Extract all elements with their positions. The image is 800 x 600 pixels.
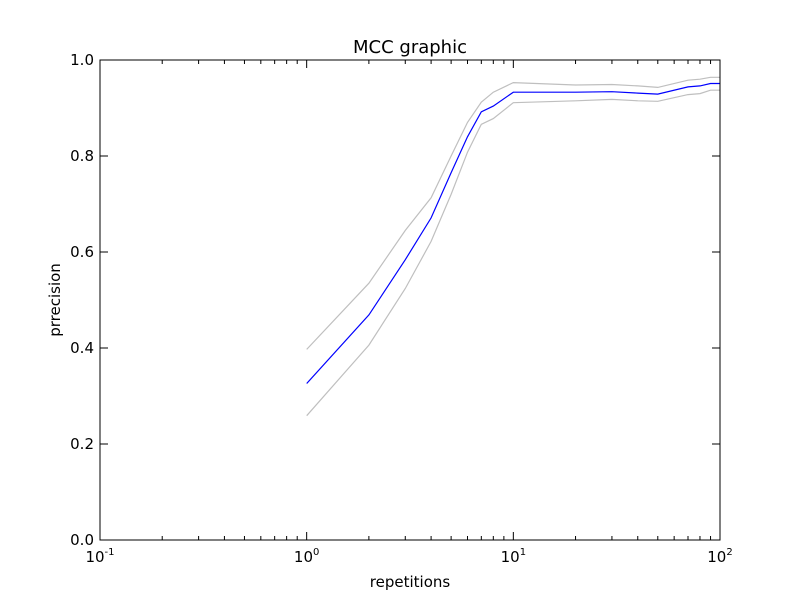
chart-title: MCC graphic bbox=[353, 37, 467, 58]
x-tick-base: 10 bbox=[707, 548, 726, 566]
y-tick-label: 0.8 bbox=[70, 147, 94, 165]
series-layer bbox=[306, 76, 720, 417]
series-line-lower bbox=[306, 89, 720, 417]
x-tick-exponent: 2 bbox=[726, 547, 732, 558]
x-axis-title: repetitions bbox=[370, 573, 451, 591]
x-tick-base: 10 bbox=[85, 548, 104, 566]
x-tick-base: 10 bbox=[501, 548, 520, 566]
y-tick-label: 0.0 bbox=[70, 531, 94, 549]
x-tick-exponent: 0 bbox=[313, 547, 319, 558]
series-line-mean bbox=[306, 82, 720, 384]
y-tick-label: 0.4 bbox=[70, 339, 94, 357]
x-tick-label: 102 bbox=[707, 547, 732, 566]
x-tick-exponent: 1 bbox=[520, 547, 526, 558]
x-tick-label: 10-1 bbox=[85, 547, 114, 566]
x-tick-base: 10 bbox=[294, 548, 313, 566]
y-axis-title: prrecision bbox=[46, 263, 64, 337]
x-tick-label: 101 bbox=[501, 547, 526, 566]
x-tick-exponent: -1 bbox=[105, 547, 115, 558]
x-tick-label: 100 bbox=[294, 547, 319, 566]
plot-frame bbox=[99, 59, 721, 541]
y-tick-label: 1.0 bbox=[70, 51, 94, 69]
series-line-upper bbox=[306, 76, 720, 350]
y-tick-label: 0.6 bbox=[70, 243, 94, 261]
y-tick-label: 0.2 bbox=[70, 435, 94, 453]
